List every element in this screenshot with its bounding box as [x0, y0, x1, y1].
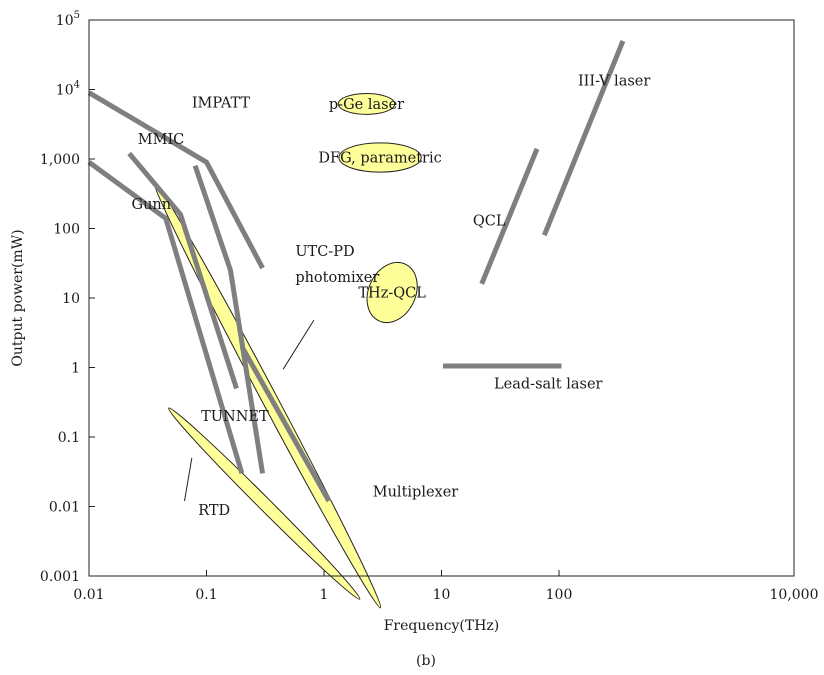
regions-layer	[153, 93, 422, 609]
label-impatt: IMPATT	[192, 96, 251, 112]
label-lead-salt-laser: Lead-salt laser	[494, 376, 603, 392]
region-thz-qcl	[366, 261, 418, 324]
y-tick-label: 105	[56, 10, 80, 29]
region-p-ge-laser	[337, 93, 396, 115]
region-rtd	[168, 407, 361, 600]
x-tick-label: 100	[546, 587, 573, 603]
lines-layer	[87, 39, 626, 503]
line-qcl	[479, 147, 540, 285]
y-tick-label: 100	[53, 222, 80, 238]
label-qcl: QCL	[473, 214, 506, 230]
utc-pd-leader	[282, 319, 315, 370]
y-tick-label: 1	[71, 361, 80, 377]
line-impatt	[87, 90, 265, 270]
label-gunn: Gunn	[132, 197, 172, 213]
line-tunnet	[192, 164, 266, 474]
label-tunnet: TUNNET	[201, 409, 269, 425]
line-mmic	[127, 151, 239, 390]
label-utc-pd: UTC-PD	[295, 244, 354, 260]
y-tick-label: 0.1	[58, 430, 80, 446]
label-p-ge-laser: p-Ge laser	[329, 97, 404, 113]
ticks-layer: 0.01 0.1 1 10 100 10,000 105 104 1,000 100 10 1 0.1 0…	[40, 10, 819, 603]
y-tick-exponent: 4	[74, 80, 80, 91]
label-rtd: RTD	[198, 503, 230, 519]
x-tick-label: 10	[433, 587, 451, 603]
x-tick-label: 0.1	[195, 587, 217, 603]
y-tick-label: 0.01	[49, 500, 80, 516]
label-thz-qcl: THz-QCL	[358, 285, 426, 301]
label-multiplexer: Multiplexer	[373, 484, 459, 500]
line-multiplexer	[239, 345, 332, 503]
line-gunn	[87, 160, 245, 475]
y-tick-label: 1,000	[40, 152, 80, 168]
y-tick-label: 0.001	[40, 569, 80, 585]
y-tick-exponent: 5	[74, 10, 80, 21]
leaders-layer	[184, 319, 315, 502]
region-dfg-parametric	[338, 142, 422, 173]
rtd-leader	[184, 457, 193, 502]
x-tick-label: 10,000	[770, 587, 819, 603]
annotations-layer: IMPATT MMIC Gunn TUNNET RTD UTC-PD photomixer M…	[132, 73, 651, 519]
y-axis-title: Output power(mW)	[10, 229, 26, 366]
label-iii-v-laser: III-V laser	[578, 73, 650, 89]
y-tick-label: 104	[56, 80, 80, 99]
line-iii-v-laser	[542, 39, 626, 237]
label-mmic: MMIC	[138, 132, 185, 148]
label-dfg-parametric: DFG, parametric	[318, 151, 441, 167]
y-tick-label: 10	[62, 291, 80, 307]
x-tick-label: 1	[320, 587, 329, 603]
label-photomixer: photomixer	[295, 270, 379, 286]
x-tick-label: 0.01	[73, 587, 104, 603]
figure-caption: (b)	[416, 653, 436, 669]
x-axis-title: Frequency(THz)	[384, 618, 500, 634]
